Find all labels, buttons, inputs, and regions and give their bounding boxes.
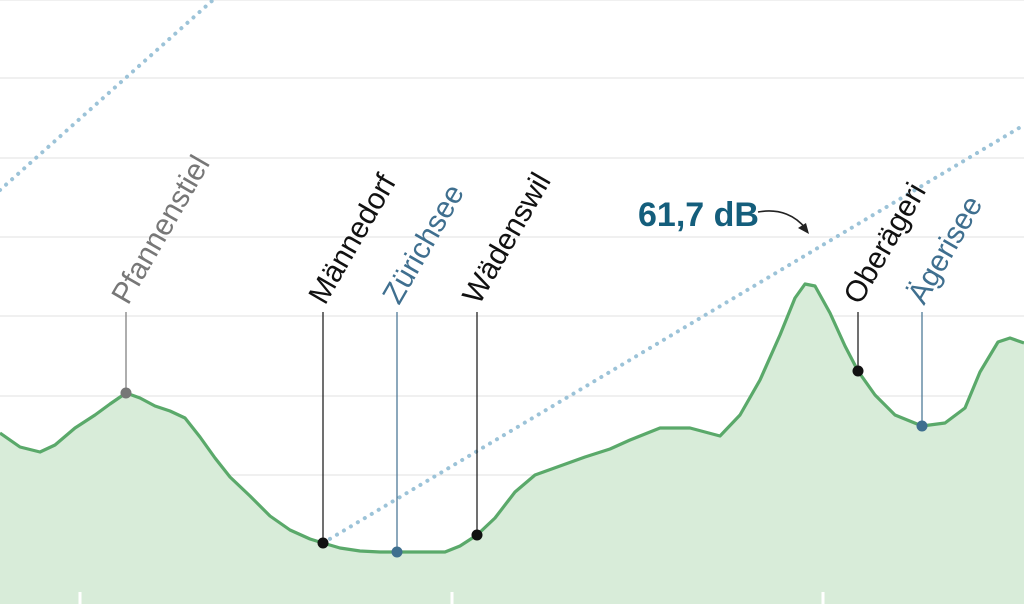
place-label: Wädenswil [456,167,557,309]
noise-lines [0,0,1024,545]
x-ticks [78,592,825,604]
place-label: Pfannenstiel [105,150,216,310]
noise-line [0,0,215,192]
place-dot [916,420,928,432]
place-dot [852,365,864,377]
place-dot [120,387,132,399]
arrow-head-icon [798,223,809,234]
place-dot [317,537,329,549]
place-dot [391,546,403,558]
noise-line [321,123,1024,545]
annotation-arrow [757,210,807,230]
noise-level-label: 61,7 dB [638,196,759,234]
noise-annotation: 61,7 dB [638,196,809,234]
elevation-area [0,284,1024,604]
place-dot [471,529,483,541]
